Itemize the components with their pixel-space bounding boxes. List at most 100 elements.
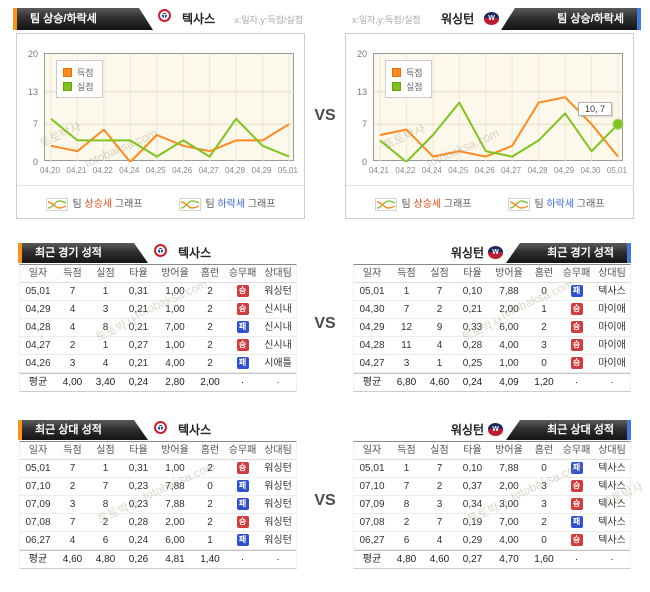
- table-cell: 평균: [28, 554, 48, 565]
- table-cell: 승: [225, 337, 260, 355]
- x-axis-labels: 04,21 04,22 04,24 04,25 04,26 04,27 04,28 04,29…: [366, 166, 630, 175]
- table-cell: 승: [225, 301, 260, 319]
- table-cell: 2: [436, 481, 443, 492]
- table-cell: 신시내: [264, 322, 292, 333]
- table-average-row: 평균 4,60 4,80 0,26 4,81 1,40 · ·: [20, 550, 296, 568]
- x-axis-tick: 04,22: [395, 166, 416, 175]
- legend-text-pre: 팀: [72, 199, 85, 210]
- table-cell: 2: [207, 340, 213, 351]
- section-accent: [627, 420, 631, 440]
- table-cell: 패: [225, 319, 260, 337]
- table-cell: 1: [102, 286, 109, 297]
- table-row: 07,09 8 3 0,34 3,00 3 승 텍사스: [354, 496, 630, 514]
- table-cell: 0,21: [462, 304, 483, 315]
- table-cell: 승무패: [562, 445, 591, 456]
- y-axis-tick: 20: [27, 49, 38, 59]
- table-cell: 04,29: [359, 322, 385, 333]
- table-cell: 2: [207, 286, 213, 297]
- trend-lines-icon: [178, 198, 201, 211]
- table-cell: 2: [69, 481, 76, 492]
- y-axis-tick: 20: [356, 49, 367, 59]
- table-cell: ·: [574, 377, 579, 388]
- table-row: 04,30 7 2 0,21 2,00 1 승 마이애: [354, 301, 630, 319]
- table-cell: 7: [102, 481, 109, 492]
- table-cell: ·: [240, 554, 245, 565]
- table-cell: 승: [225, 283, 260, 301]
- table-cell: 0,34: [462, 499, 483, 510]
- table-cell: 일자: [362, 268, 382, 279]
- table-cell: 3: [541, 499, 547, 510]
- table-cell: 6,80: [396, 377, 417, 388]
- table-cell: 패: [225, 532, 260, 550]
- table-cell: 6,00: [165, 535, 185, 546]
- x-axis-tick: 04,25: [448, 166, 469, 175]
- texas-logo: T: [156, 423, 165, 433]
- table-cell: 04,28: [25, 322, 51, 333]
- x-axis-tick: 04,30: [580, 166, 601, 175]
- table-cell: 2,00: [200, 377, 220, 388]
- table-average-row: 평균 4,00 3,40 0,24 2,80 2,00 · ·: [20, 373, 296, 391]
- x-axis-tick: 04,29: [554, 166, 575, 175]
- table-cell: 2,80: [165, 377, 185, 388]
- trend-lines-icon: [45, 198, 68, 211]
- legend-text-post: 그래프: [112, 199, 143, 210]
- table-cell: 4,60: [429, 377, 450, 388]
- table-cell: 텍사스: [598, 517, 626, 528]
- washington-trend-chart-panel: 20 13 7 0 득점 실점 10, 7 04,21 04,22 04,24 04,25 0…: [345, 33, 634, 219]
- table-cell: 워싱턴: [264, 286, 292, 297]
- x-axis-tick: 04,21: [66, 166, 87, 175]
- table-cell: 7: [436, 517, 443, 528]
- result-badge-win: 승: [236, 303, 249, 315]
- table-row: 07,08 7 2 0,28 2,00 2 승 워싱턴: [20, 514, 296, 532]
- table-cell: 4,60: [429, 554, 450, 565]
- table-cell: 07,10: [359, 481, 385, 492]
- table-cell: 1: [403, 463, 410, 474]
- table-cell: 1,00: [165, 340, 185, 351]
- x-axis-tick: 05,01: [606, 166, 627, 175]
- trend-lines-icon: [374, 198, 397, 211]
- y-axis-labels: 20 13 7 0: [19, 49, 41, 167]
- washington-recent-games-ribbon: 최근 경기 성적: [506, 243, 627, 263]
- table-cell: 2,00: [165, 517, 185, 528]
- table-cell: 0,23: [128, 499, 149, 510]
- texas-chart-plot[interactable]: 득점 실점: [44, 53, 295, 162]
- table-cell: 0,37: [462, 481, 483, 492]
- table-row: 05,01 1 7 0,10 7,88 0 패 텍사스: [354, 460, 630, 478]
- right-trend-tab-accent: [637, 8, 641, 30]
- table-cell: 07,09: [25, 499, 51, 510]
- table-cell: 마이애: [598, 340, 626, 351]
- result-badge-loss: 패: [236, 357, 249, 369]
- table-cell: 4: [69, 322, 76, 333]
- table-cell: 타율: [129, 268, 148, 279]
- table-cell: 1: [403, 286, 410, 297]
- washington-chart-plot[interactable]: 득점 실점 10, 7: [373, 53, 624, 162]
- table-cell: 7: [403, 481, 410, 492]
- result-badge-loss: 패: [570, 462, 583, 474]
- x-axis-tick: 04,26: [474, 166, 495, 175]
- texas-logo: T: [160, 11, 169, 21]
- section-accent: [18, 420, 22, 440]
- legend-fall-word: 하락세: [217, 199, 246, 210]
- x-axis-labels: 04,20 04,21 04,22 04,24 04,25 04,26 04,27 04,28…: [37, 166, 301, 175]
- washington-team-name: 워싱턴: [441, 12, 475, 26]
- table-cell: 0,21: [128, 358, 149, 369]
- table-cell: 0,24: [128, 377, 149, 388]
- table-header-row: 일자 득점 실점 타율 방어율 홈런 승무패 상대팀: [354, 442, 630, 460]
- table-cell: 06,27: [25, 535, 51, 546]
- texas-team-name: 텍사스: [182, 12, 216, 26]
- table-cell: 타율: [463, 445, 482, 456]
- axis-note-right: x:일자,y:득점/실점: [352, 15, 421, 25]
- table-row: 05,01 7 1 0,31 1,00 2 승 워싱턴: [20, 283, 296, 301]
- table-cell: 실점: [96, 445, 115, 456]
- table-cell: 4: [69, 304, 76, 315]
- table-cell: 4: [436, 340, 443, 351]
- table-cell: 승: [559, 532, 594, 550]
- texas-team-name: 텍사스: [178, 423, 212, 437]
- table-cell: 7: [436, 463, 443, 474]
- table-cell: 승: [559, 319, 594, 337]
- table-row: 04,29 12 9 0,33 6,00 2 승 마이애: [354, 319, 630, 337]
- table-cell: 04,28: [359, 340, 385, 351]
- table-average-row: 평균 6,80 4,60 0,24 4,09 1,20 · ·: [354, 373, 630, 391]
- x-axis-tick: 04,21: [368, 166, 390, 175]
- texas-recent-games-ribbon: 최근 경기 성적: [22, 243, 148, 263]
